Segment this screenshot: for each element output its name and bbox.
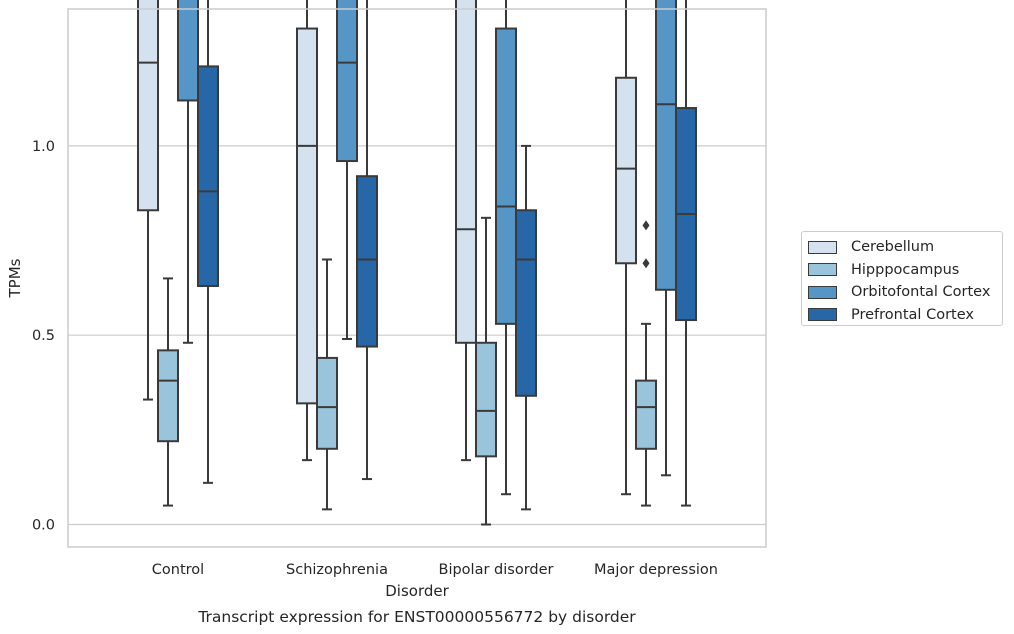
legend-label-hippocampus: Hipppocampus [851, 261, 960, 278]
chart-caption: Transcript expression for ENST0000055677… [197, 608, 636, 626]
outlier-point [642, 220, 650, 231]
box-orbitofontal-cortex-schizophrenia [336, 0, 358, 340]
legend-label-cerebellum: Cerebellum [851, 239, 935, 256]
gridlines [68, 145, 766, 526]
x-tick-label: Control [152, 562, 204, 578]
box-orbitofontal-cortex-control [177, 0, 199, 344]
iqr-box [336, 0, 358, 163]
iqr-box [495, 27, 517, 325]
y-axis-label: TPMs [6, 258, 24, 298]
box-cerebellum-schizophrenia [296, 0, 318, 462]
iqr-box [356, 175, 378, 348]
iqr-box [475, 341, 497, 458]
legend-swatch-cerebellum [808, 240, 837, 254]
iqr-box [197, 65, 219, 287]
iqr-box [655, 0, 677, 291]
box-prefrontal-cortex-control [197, 0, 219, 484]
iqr-box [177, 0, 199, 102]
y-tick-label: 0.5 [32, 328, 55, 344]
x-tick-label: Schizophrenia [286, 562, 388, 578]
box-hipppocampus-bipolar-disorder [475, 216, 497, 526]
box-orbitofontal-cortex-bipolar-disorder [495, 0, 517, 496]
iqr-box [296, 27, 318, 405]
plot-area [137, 0, 697, 526]
axis-ticks: 0.00.51.01.52.02.5ControlSchizophreniaBi… [32, 139, 718, 578]
iqr-box [137, 0, 159, 212]
iqr-box [635, 379, 657, 450]
legend-swatch-orbitofrontal-cortex [808, 285, 837, 299]
iqr-box [157, 349, 179, 443]
box-prefrontal-cortex-schizophrenia [356, 0, 378, 481]
box-hipppocampus-major-depression [635, 220, 657, 507]
legend-item-prefrontal-cortex: Prefrontal Cortex [808, 304, 1002, 327]
legend-item-cerebellum: Cerebellum [808, 236, 1002, 259]
iqr-box [515, 209, 537, 397]
iqr-box [455, 0, 477, 344]
legend-label-orbitofrontal-cortex: Orbitofontal Cortex [851, 284, 991, 301]
box-hipppocampus-control [157, 277, 179, 507]
y-tick-label: 1.0 [32, 139, 55, 155]
box-prefrontal-cortex-bipolar-disorder [515, 144, 537, 511]
plot-frame [67, 8, 767, 548]
legend-swatch-hippocampus [808, 263, 837, 277]
box-prefrontal-cortex-major-depression [675, 0, 697, 507]
x-tick-label: Major depression [594, 562, 718, 578]
y-tick-label: 0.0 [32, 518, 55, 534]
legend: Cerebellum Hipppocampus Orbitofontal Cor… [801, 231, 1003, 326]
iqr-box [316, 356, 338, 450]
iqr-box [615, 76, 637, 265]
legend-swatch-prefrontal-cortex [808, 308, 837, 322]
x-tick-label: Bipolar disorder [439, 562, 554, 578]
box-hipppocampus-schizophrenia [316, 258, 338, 511]
x-axis-label: Disorder [385, 582, 449, 600]
box-orbitofontal-cortex-major-depression [655, 0, 677, 477]
legend-label-prefrontal-cortex: Prefrontal Cortex [851, 306, 974, 323]
box-cerebellum-control [137, 0, 159, 401]
box-cerebellum-bipolar-disorder [455, 0, 477, 462]
box-cerebellum-major-depression [615, 0, 637, 496]
legend-item-orbitofrontal-cortex: Orbitofontal Cortex [808, 281, 1002, 304]
outlier-point [642, 258, 650, 269]
legend-item-hippocampus: Hipppocampus [808, 259, 1002, 282]
